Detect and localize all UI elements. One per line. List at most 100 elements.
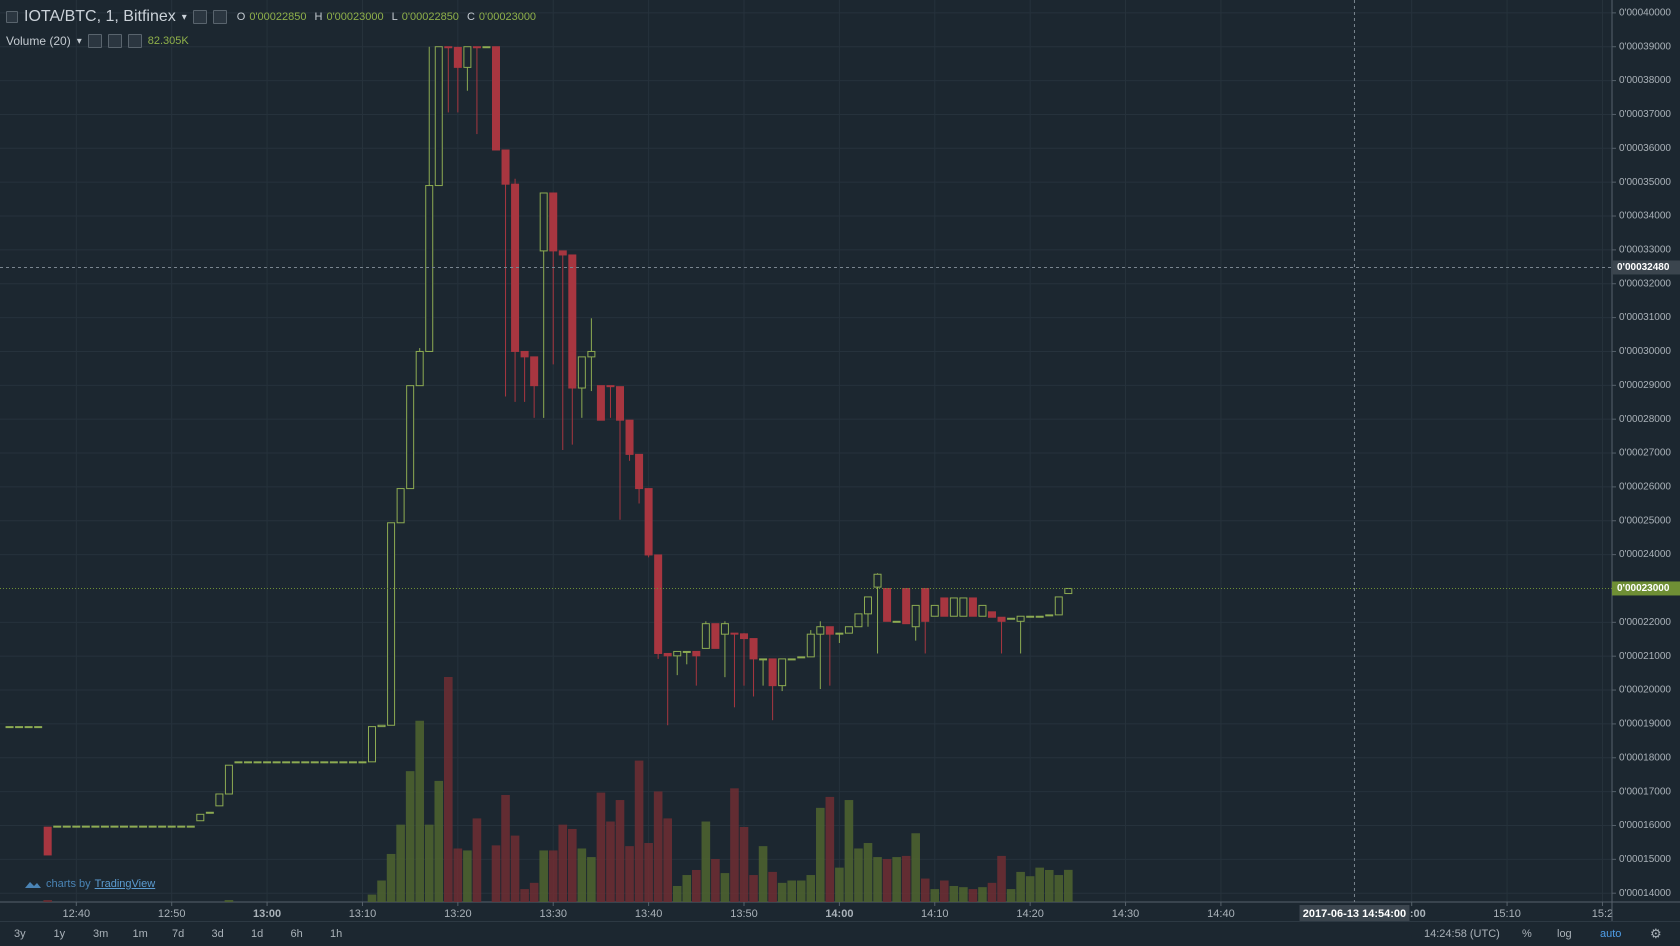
volume-bar <box>816 807 825 902</box>
candle-body <box>816 626 825 635</box>
y-tick-label: 0'00031000 <box>1619 312 1671 323</box>
candle-body <box>911 604 920 628</box>
candle-body <box>186 825 195 828</box>
volume-bar <box>758 846 768 902</box>
volume-bar <box>615 800 625 902</box>
candle-body <box>263 761 272 764</box>
candle-body <box>291 761 300 764</box>
volume-bar <box>529 882 539 902</box>
volume-bar <box>1044 869 1054 902</box>
candle-body <box>720 623 729 635</box>
volume-bar <box>1035 867 1044 902</box>
volume-bar <box>653 791 663 902</box>
candle-body <box>282 761 291 764</box>
y-tick-label: 0'00033000 <box>1619 245 1671 256</box>
volume-bar <box>1054 875 1064 902</box>
candle-body <box>968 597 977 617</box>
volume-bar <box>224 900 234 902</box>
ohlc-key: O <box>236 11 246 23</box>
volume-bar <box>901 855 911 902</box>
candle-body <box>797 656 806 659</box>
watermark-link[interactable]: TradingView <box>94 878 156 890</box>
candle-body <box>1045 614 1054 617</box>
x-tick-label: 12:40 <box>63 908 91 920</box>
ohlc-values: O 0'00022850 H 0'00023000 L 0'00022850 C 0'0002… <box>233 11 536 23</box>
candle-body <box>587 350 596 358</box>
candle-body <box>883 587 892 622</box>
volume-bar <box>463 850 472 902</box>
candle-body <box>15 726 24 729</box>
candle-body <box>234 761 243 764</box>
candle-body <box>329 761 338 764</box>
option-button[interactable]: % <box>1522 928 1532 940</box>
volume-bar <box>730 788 739 902</box>
y-tick-label: 0'00021000 <box>1619 651 1671 662</box>
volume-bar <box>501 794 510 902</box>
candle-body <box>902 587 911 625</box>
y-tick-label: 0'00014000 <box>1619 888 1671 899</box>
volume-bar <box>863 843 873 902</box>
candle-body <box>253 761 262 764</box>
remove-icon[interactable] <box>127 34 142 48</box>
range-button[interactable]: 7d <box>172 928 185 940</box>
crosshair-y-label: 0'00032480 <box>1617 262 1670 273</box>
volume-bar <box>577 848 587 902</box>
candle-body <box>1054 596 1063 616</box>
candle-body <box>81 825 90 828</box>
range-button[interactable]: 1h <box>330 928 343 940</box>
candle-body <box>72 825 81 828</box>
crosshair-y-box <box>1612 260 1680 275</box>
candle-body <box>673 650 682 657</box>
volume-bar <box>777 882 787 902</box>
y-tick-label: 0'00025000 <box>1619 515 1671 526</box>
candle-body <box>749 638 758 660</box>
volume-bar <box>539 850 548 902</box>
x-tick-label: 15:2 <box>1592 908 1613 920</box>
y-tick-label: 0'00019000 <box>1619 719 1671 730</box>
volume-legend: Volume (20) ▾ 82.305K <box>6 34 189 48</box>
option-button[interactable]: log <box>1557 928 1572 940</box>
option-button[interactable]: auto <box>1600 928 1622 940</box>
price-axis-bg <box>1612 0 1680 921</box>
volume-bar <box>424 824 434 902</box>
range-button[interactable]: 6h <box>290 928 303 940</box>
settings-icon[interactable] <box>212 10 227 24</box>
range-button[interactable]: 1d <box>251 928 264 940</box>
range-button[interactable]: 3d <box>211 928 224 940</box>
hide-icon[interactable] <box>87 34 102 48</box>
candle-body <box>167 825 176 828</box>
candle-body <box>272 761 281 764</box>
hide-icon[interactable] <box>192 10 207 24</box>
volume-bar <box>997 855 1006 902</box>
range-button[interactable]: 1y <box>53 928 66 940</box>
settings-icon[interactable] <box>107 34 122 48</box>
collapse-button[interactable] <box>6 11 18 23</box>
y-tick-label: 0'00028000 <box>1619 414 1671 425</box>
crosshair-x-box <box>1299 905 1410 921</box>
candle-body <box>43 826 52 856</box>
candle-body <box>53 825 62 828</box>
range-button[interactable]: 1m <box>132 928 148 940</box>
volume-bar <box>949 885 959 902</box>
volume-bar <box>835 867 844 902</box>
range-button[interactable]: 3y <box>14 928 26 940</box>
volume-study[interactable]: Volume (20) <box>6 34 71 48</box>
volume-bar <box>1025 876 1035 902</box>
volume-bar <box>1064 869 1073 902</box>
volume-value: 82.305K <box>147 35 189 47</box>
range-button[interactable]: 3m <box>93 928 109 940</box>
settings-button[interactable]: ⚙ <box>1650 926 1662 941</box>
volume-bar <box>987 882 997 902</box>
volume-bar <box>634 760 644 902</box>
y-tick-label: 0'00026000 <box>1619 482 1671 493</box>
volume-bar <box>701 821 711 902</box>
candle-body <box>740 633 748 640</box>
candle-body <box>1064 587 1073 595</box>
candle-body <box>215 793 224 807</box>
candle-body <box>387 522 396 726</box>
candle-body <box>224 764 233 795</box>
y-tick-label: 0'00039000 <box>1619 41 1671 52</box>
candle-body <box>539 192 548 252</box>
candle-body <box>100 825 109 828</box>
symbol[interactable]: IOTA/BTC, 1, Bitfinex <box>24 8 176 25</box>
